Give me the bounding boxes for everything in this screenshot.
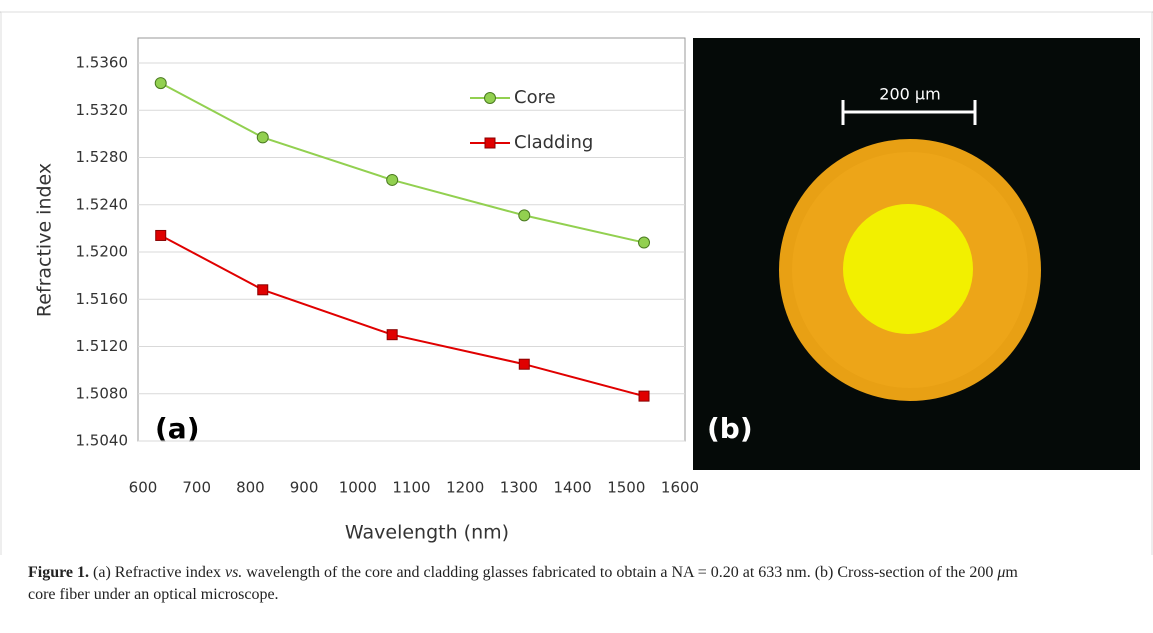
x-tick-label: 800 [236,479,265,497]
scale-bar-label: 200 µm [879,85,940,104]
x-tick-label: 1000 [339,479,377,497]
data-point [519,210,530,221]
x-tick-label: 1500 [607,479,645,497]
data-point [387,174,398,185]
x-tick-label: 1100 [392,479,430,497]
x-tick-label: 700 [182,479,211,497]
panel-label: (b) [707,412,753,445]
data-point [387,330,397,340]
y-tick-label: 1.5080 [76,384,129,402]
caption-text: vs. [225,564,242,581]
y-tick-label: 1.5280 [76,148,129,166]
legend-marker [485,93,496,104]
data-point [519,359,529,369]
x-tick-label: 600 [129,479,158,497]
legend-label: Core [514,87,556,108]
x-tick-label: 1300 [500,479,538,497]
figure: Refractive index Wavelength (nm) (a) 200… [0,0,1153,555]
y-tick-label: 1.5200 [76,243,129,261]
y-axis-title: Refractive index [34,163,56,317]
panel-label: (a) [155,412,200,445]
y-tick-label: 1.5120 [76,337,129,355]
series-line [161,83,644,242]
legend-label: Cladding [514,132,593,153]
y-tick-label: 1.5320 [76,101,129,119]
caption: Figure 1. (a) Refractive index vs. wavel… [28,562,1028,606]
data-point [156,230,166,240]
y-tick-label: 1.5240 [76,195,129,213]
x-axis-title: Wavelength (nm) [345,522,509,544]
y-tick-label: 1.5040 [76,432,129,450]
plot-frame [138,38,685,441]
caption-text: wavelength of the core and cladding glas… [242,564,997,581]
data-point [258,285,268,295]
caption-text: (a) Refractive index [93,564,225,581]
x-tick-label: 900 [290,479,319,497]
x-tick-label: 1400 [554,479,592,497]
page: Refractive index Wavelength (nm) (a) 200… [0,0,1153,633]
y-tick-label: 1.5360 [76,54,129,72]
core-disc [843,204,973,334]
series-line [161,235,644,396]
x-tick-label: 1600 [661,479,699,497]
data-point [155,78,166,89]
x-tick-label: 1200 [446,479,484,497]
caption-label: Figure 1. [28,564,89,581]
legend-marker [485,138,495,148]
data-point [257,132,268,143]
data-point [639,391,649,401]
y-tick-label: 1.5160 [76,290,129,308]
data-point [639,237,650,248]
